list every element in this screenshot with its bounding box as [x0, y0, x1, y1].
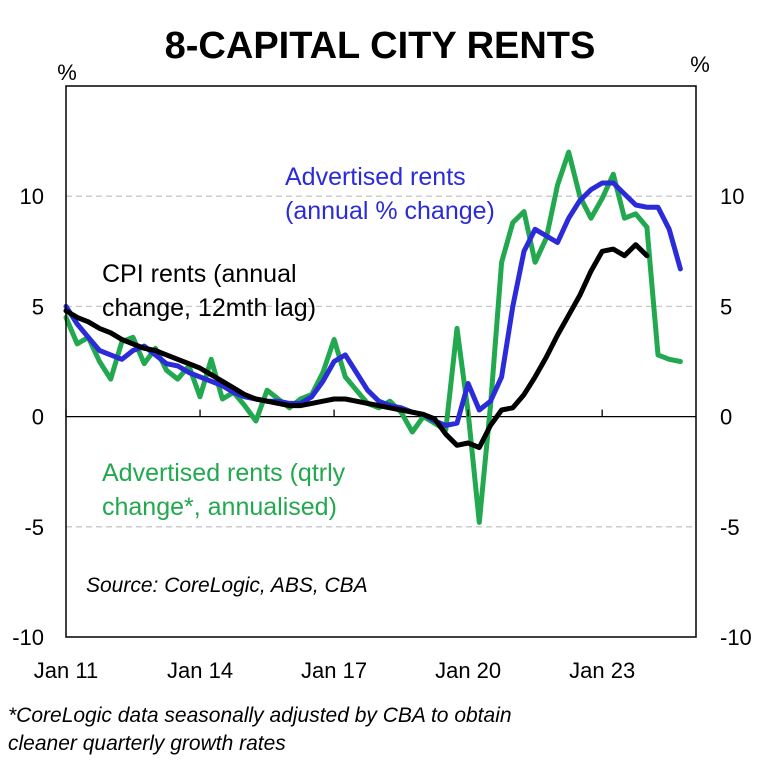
- label-advertised-annual-line1: Advertised rents: [285, 163, 466, 191]
- y-tick-label-left: 0: [32, 405, 44, 430]
- label-advertised-qtrly-line2: change*, annualised): [102, 493, 337, 521]
- label-advertised-annual: Advertised rents (annual % change): [285, 163, 495, 225]
- y-tick-label-right: 5: [720, 294, 732, 319]
- label-advertised-annual-line2: (annual % change): [285, 197, 495, 225]
- x-tick-label: Jan 11: [34, 658, 98, 683]
- y-tick-label-right: 10: [720, 184, 744, 209]
- label-advertised-qtrly-line1: Advertised rents (qtrly: [102, 459, 346, 487]
- y-tick-label-left: 5: [32, 294, 44, 319]
- label-cpi-rents-line1: CPI rents (annual: [102, 260, 297, 288]
- footnote-line1: *CoreLogic data seasonally adjusted by C…: [8, 704, 512, 727]
- series-lines: [63, 149, 683, 525]
- y-tick-label-left: 10: [20, 184, 44, 209]
- y-tick-label-right: -5: [720, 515, 740, 540]
- y-unit-right: %: [690, 52, 710, 77]
- y-axis-ticks: -10 -10 -5 -5 0 0 5 5 10 10: [12, 184, 752, 650]
- cpi-rents-line: [63, 242, 650, 450]
- label-advertised-qtrly: Advertised rents (qtrly change*, annuali…: [102, 459, 352, 521]
- y-unit-left: %: [57, 60, 77, 85]
- x-tick-label: Jan 14: [167, 658, 233, 683]
- x-tick-label: Jan 17: [301, 658, 367, 683]
- x-tick-label: Jan 20: [435, 658, 501, 683]
- y-tick-label-right: 0: [720, 405, 732, 430]
- plot-frame: [65, 85, 697, 638]
- footnote: *CoreLogic data seasonally adjusted by C…: [8, 704, 517, 755]
- y-tick-label-left: -10: [12, 625, 44, 650]
- y-tick-label-right: -10: [720, 625, 752, 650]
- label-cpi-rents-line2: change, 12mth lag): [102, 294, 316, 322]
- x-axis-ticks: Jan 11 Jan 14 Jan 17 Jan 20 Jan 23: [34, 409, 635, 683]
- label-cpi-rents: CPI rents (annual change, 12mth lag): [102, 260, 316, 322]
- chart-title: 8-CAPITAL CITY RENTS: [165, 25, 596, 67]
- footnote-line2: cleaner quarterly growth rates: [8, 732, 286, 755]
- advertised-annual-line: [63, 180, 683, 428]
- source-note: Source: CoreLogic, ABS, CBA: [86, 574, 368, 597]
- y-tick-label-left: -5: [24, 515, 44, 540]
- gridlines: [66, 195, 696, 528]
- x-tick-label: Jan 23: [569, 658, 635, 683]
